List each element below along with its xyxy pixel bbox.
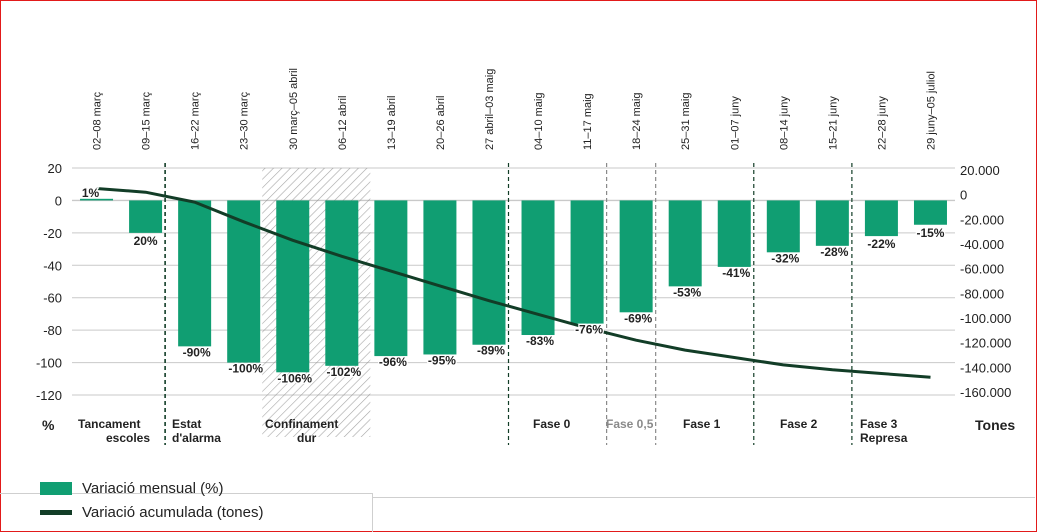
phase-label: Fase 0 xyxy=(533,417,571,431)
data-label: -76% xyxy=(575,323,603,337)
data-label: 1% xyxy=(82,186,100,200)
legend-label-bar: Variació mensual (%) xyxy=(82,479,224,497)
data-label: -83% xyxy=(526,334,554,348)
category-label: 22–28 juny xyxy=(876,96,888,150)
legend: Variació mensual (%) Variació acumulada … xyxy=(40,476,263,524)
category-label: 29 juny–05 juliol xyxy=(925,71,937,150)
legend-item-line: Variació acumulada (tones) xyxy=(40,500,263,524)
data-label: -89% xyxy=(477,344,505,358)
bar xyxy=(864,200,898,237)
y-right-tick-label: -140.000 xyxy=(960,360,1011,375)
bar xyxy=(570,200,604,324)
y-right-tick-label: 0 xyxy=(960,188,967,203)
y-right-axis-label: Tones xyxy=(975,417,1015,433)
y-right-tick-label: -100.000 xyxy=(960,311,1011,326)
phase-label: dur xyxy=(297,431,317,445)
y-left-tick-label: -80 xyxy=(43,323,62,338)
legend-label-line: Variació acumulada (tones) xyxy=(82,503,264,521)
bar xyxy=(423,200,457,355)
bar xyxy=(178,200,212,347)
data-label: -96% xyxy=(379,355,407,369)
data-label: -95% xyxy=(428,353,456,367)
phase-label: Fase 0,5 xyxy=(606,417,654,431)
bar xyxy=(668,200,702,287)
phase-label: Confinament xyxy=(265,417,338,431)
y-left-tick-label: 20 xyxy=(48,161,62,176)
data-label: -106% xyxy=(277,371,312,385)
legend-swatch-bar xyxy=(40,481,72,495)
data-label: -22% xyxy=(867,237,895,251)
phase-label: d'alarma xyxy=(172,431,221,445)
data-label: -53% xyxy=(673,285,701,299)
data-label: -15% xyxy=(916,226,944,240)
bar xyxy=(717,200,751,267)
category-label: 27 abril–03 maig xyxy=(484,69,496,150)
category-label: 11–17 maig xyxy=(582,93,594,150)
bar xyxy=(374,200,408,357)
y-right-tick-label: -40.000 xyxy=(960,237,1004,252)
y-left-tick-label: -60 xyxy=(43,291,62,306)
phase-label: Fase 1 xyxy=(683,417,721,431)
phase-label: Fase 2 xyxy=(780,417,818,431)
y-left-tick-label: -120 xyxy=(36,388,62,403)
bar xyxy=(276,200,310,373)
legend-divider xyxy=(372,497,1035,498)
y-left-tick-label: 0 xyxy=(55,193,62,208)
y-right-tick-label: -20.000 xyxy=(960,212,1004,227)
y-right-tick-label: -60.000 xyxy=(960,262,1004,277)
category-label: 13–19 abril xyxy=(386,96,398,150)
legend-item-bar: Variació mensual (%) xyxy=(40,476,263,500)
category-label: 25–31 maig xyxy=(680,93,692,151)
category-label: 15–21 juny xyxy=(827,96,839,150)
y-right-tick-label: 20.000 xyxy=(960,163,1000,178)
data-label: -41% xyxy=(722,266,750,280)
category-label: 06–12 abril xyxy=(337,96,349,150)
data-label: -90% xyxy=(183,345,211,359)
data-label: -32% xyxy=(771,251,799,265)
category-label: 08–14 juny xyxy=(778,96,790,150)
data-label: -28% xyxy=(820,245,848,259)
y-left-tick-label: -40 xyxy=(43,258,62,273)
bar xyxy=(472,200,506,345)
phase-label: escoles xyxy=(106,431,150,445)
y-left-axis-label: % xyxy=(42,417,55,433)
phase-label: Fase 3 xyxy=(860,417,898,431)
category-label: 16–22 març xyxy=(190,91,202,150)
category-label: 30 març–05 abril xyxy=(288,68,300,150)
phase-label: Represa xyxy=(860,431,908,445)
data-label: 20% xyxy=(134,234,158,248)
bar xyxy=(815,200,849,246)
legend-swatch-line xyxy=(40,509,72,515)
y-left-tick-label: -20 xyxy=(43,226,62,241)
y-right-tick-label: -80.000 xyxy=(960,286,1004,301)
category-label: 23–30 març xyxy=(239,91,251,150)
bar xyxy=(619,200,653,313)
phase-label: Tancament xyxy=(78,417,140,431)
data-label: -69% xyxy=(624,311,652,325)
category-label: 20–26 abril xyxy=(435,96,447,150)
y-right-tick-label: -160.000 xyxy=(960,385,1011,400)
category-label: 02–08 març xyxy=(92,91,104,150)
data-label: -102% xyxy=(326,365,361,379)
bar xyxy=(325,200,359,366)
legend-panel xyxy=(0,493,373,532)
category-label: 18–24 maig xyxy=(631,93,643,151)
category-label: 01–07 juny xyxy=(729,96,741,150)
phase-label: Estat xyxy=(172,417,201,431)
data-label: -100% xyxy=(228,362,263,376)
bar xyxy=(80,198,114,201)
bar xyxy=(766,200,800,253)
y-right-tick-label: -120.000 xyxy=(960,336,1011,351)
bar xyxy=(129,200,163,233)
category-label: 09–15 març xyxy=(141,91,153,150)
category-label: 04–10 maig xyxy=(533,93,545,151)
bar xyxy=(913,200,947,225)
cumulative-line xyxy=(96,187,931,379)
y-left-tick-label: -100 xyxy=(36,356,62,371)
